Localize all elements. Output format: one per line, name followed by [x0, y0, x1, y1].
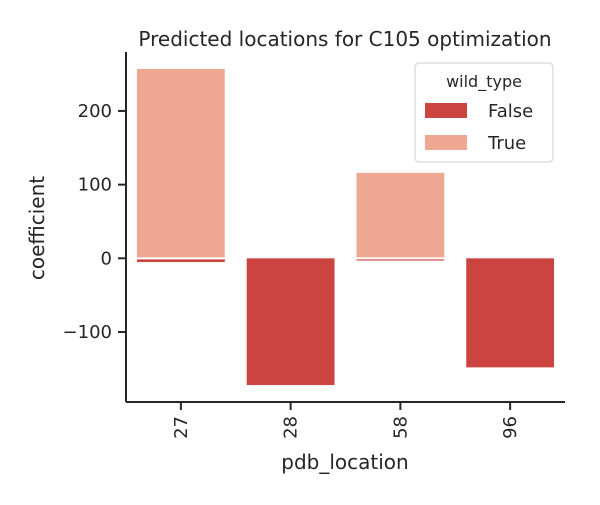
bar-false-96: [466, 258, 555, 368]
y-tick-label: −100: [63, 322, 112, 343]
x-tick-label: 96: [500, 416, 521, 439]
y-tick-label: 200: [78, 101, 112, 122]
legend: wild_type False True: [414, 62, 554, 163]
bar-false-27: [136, 258, 225, 262]
chart-title: Predicted locations for C105 optimizatio…: [138, 27, 551, 51]
x-tick-label: 27: [171, 416, 192, 439]
y-tick-label: 0: [101, 248, 112, 269]
bar-false-58: [356, 258, 445, 261]
bar-true-27: [136, 68, 225, 259]
legend-swatch-false: [425, 103, 467, 118]
legend-label-true: True: [487, 133, 526, 154]
axes-group: −100 0 100 200 27 28 58 96: [63, 52, 565, 439]
legend-swatch-true: [425, 135, 467, 150]
y-tick-label: 100: [78, 175, 112, 196]
legend-label-false: False: [488, 101, 533, 122]
x-tick-label: 58: [390, 416, 411, 439]
y-axis-label: coefficient: [25, 176, 49, 280]
bar-false-28: [246, 258, 335, 386]
bar-true-58: [356, 172, 445, 259]
bars-group: [136, 68, 555, 386]
x-tick-label: 28: [281, 416, 302, 439]
x-axis-label: pdb_location: [281, 450, 408, 474]
legend-title: wild_type: [446, 72, 522, 92]
